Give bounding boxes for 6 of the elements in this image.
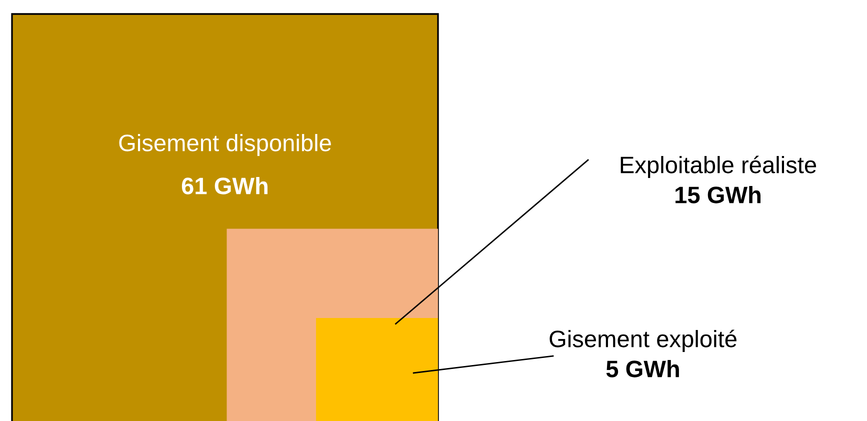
category-label: Gisement disponible	[119, 134, 331, 156]
data-label: 5 GWh	[606, 360, 679, 378]
data-label: 61 GWh	[182, 176, 268, 194]
data-label: 15 GWh	[676, 186, 760, 204]
category-label: Exploitable réaliste	[620, 156, 816, 178]
category-label: Gisement exploité	[550, 330, 736, 352]
